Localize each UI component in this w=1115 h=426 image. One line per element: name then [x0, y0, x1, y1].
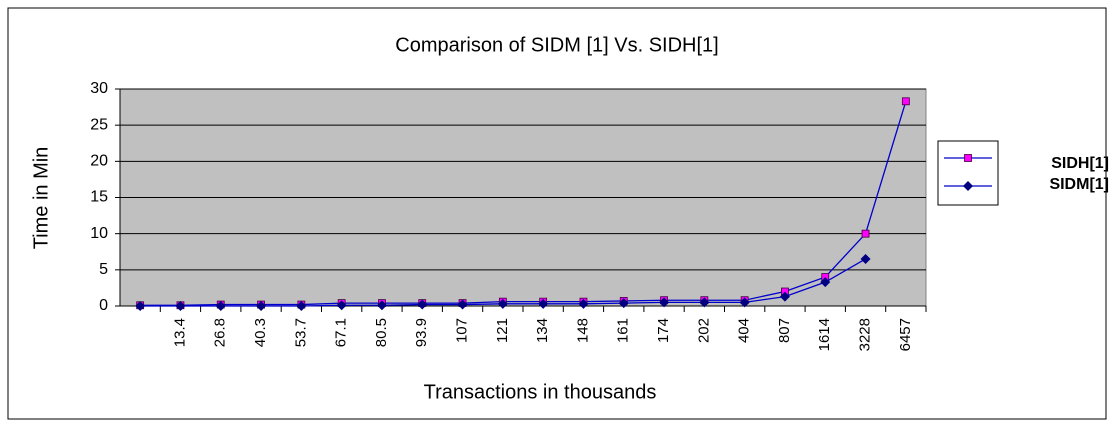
x-tick-label: 3228 [857, 318, 874, 351]
y-tick-label: 0 [99, 297, 108, 314]
x-tick-label: 202 [695, 318, 712, 343]
y-tick-label: 30 [90, 80, 108, 97]
y-tick-label: 10 [90, 225, 108, 242]
point [964, 154, 972, 162]
point [699, 297, 710, 308]
point [135, 301, 146, 311]
x-tick-label: 134 [534, 318, 551, 343]
point [417, 299, 428, 310]
x-axis-label: Transactions in thousands [424, 381, 657, 403]
point [376, 300, 387, 311]
x-tick-label: 161 [615, 318, 632, 343]
point [820, 277, 831, 288]
y-axis-label: Time in Min [30, 147, 52, 250]
x-tick-label: 174 [655, 318, 672, 343]
x-tick-label: 404 [736, 318, 753, 343]
legend-label: SIDH[1] [1051, 155, 1109, 172]
x-tick-label: 67.1 [333, 318, 350, 347]
point [336, 300, 347, 311]
point [963, 181, 973, 191]
series-line [140, 101, 907, 306]
point [296, 301, 307, 311]
y-tick-label: 20 [90, 153, 108, 170]
point [215, 301, 226, 311]
point [860, 253, 871, 264]
x-tick-label: 148 [574, 318, 591, 343]
legend-label: SIDM[1] [1049, 176, 1109, 193]
legend-box [937, 140, 999, 206]
y-tick-label: 5 [99, 261, 108, 278]
x-tick-label: 6457 [897, 318, 914, 351]
x-tick-label: 807 [776, 318, 793, 343]
y-tick-label: 25 [90, 116, 108, 133]
point [618, 298, 629, 309]
x-tick-label: 13.4 [171, 318, 188, 347]
point [779, 291, 790, 302]
x-tick-label: 26.8 [212, 318, 229, 347]
x-tick-label: 121 [494, 318, 511, 343]
point [861, 229, 870, 238]
x-tick-label: 80.5 [373, 318, 390, 347]
x-tick-label: 93.9 [413, 318, 430, 347]
point [739, 297, 750, 308]
point [538, 298, 549, 309]
point [457, 299, 468, 310]
x-tick-label: 107 [454, 318, 471, 343]
point [497, 298, 508, 309]
point [256, 301, 267, 311]
point [175, 301, 186, 311]
point [659, 297, 670, 308]
x-tick-label: 53.7 [292, 318, 309, 347]
x-tick-label: 40.3 [252, 318, 269, 347]
point [578, 298, 589, 309]
point [901, 97, 910, 106]
chart-title: Comparison of SIDM [1] Vs. SIDH[1] [395, 34, 718, 56]
y-tick-label: 15 [90, 189, 108, 206]
x-tick-label: 1614 [816, 318, 833, 351]
